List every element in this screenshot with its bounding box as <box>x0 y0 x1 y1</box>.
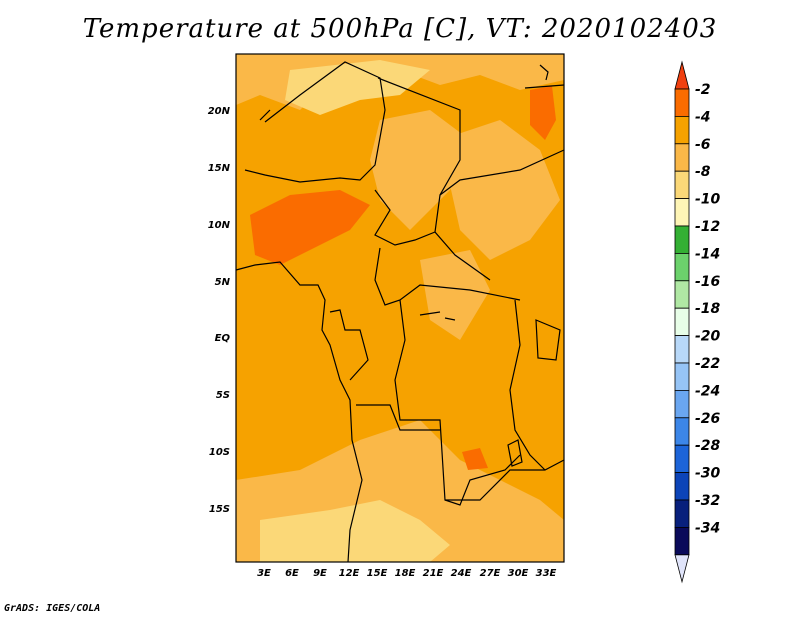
colorbar-label: -26 <box>695 411 721 427</box>
colorbar-box <box>674 389 690 419</box>
lon-label: 33E <box>536 568 557 579</box>
lon-label: 3E <box>257 568 271 579</box>
colorbar-box <box>674 444 690 474</box>
lon-label: 15E <box>367 568 388 579</box>
colorbar-box <box>674 499 690 528</box>
colorbar-label: -28 <box>695 438 721 454</box>
warm-patch-nigeria <box>250 190 370 265</box>
longitude-axis: 3E 6E 9E 12E 15E 18E 21E 24E 27E 30E 33E <box>257 568 556 579</box>
lon-label: 9E <box>313 568 327 579</box>
colorbar-label: -32 <box>695 493 720 509</box>
colorbar-box <box>674 170 690 199</box>
colorbar-label: -12 <box>695 219 720 235</box>
colorbar-label: -10 <box>695 192 721 208</box>
colorbar-label: -14 <box>695 246 720 262</box>
colorbar-box <box>674 225 690 254</box>
colorbar-label: -34 <box>695 520 720 536</box>
lon-label: 27E <box>480 568 501 579</box>
lat-label: 20N <box>208 106 231 117</box>
colorbar-box <box>674 88 690 117</box>
colorbar-label: -4 <box>695 109 711 125</box>
lat-label: EQ <box>215 333 231 344</box>
lat-label: 10N <box>208 220 231 231</box>
colorbar: -2 -4 -6 -8 -10 -12 -14 -16 -18 -20 -22 -24 -26 -28 -3… <box>674 60 721 584</box>
country-borders <box>235 61 565 563</box>
temp-band-east <box>440 120 560 260</box>
temp-band-cool-north <box>285 60 430 115</box>
colorbar-box <box>674 335 690 364</box>
colorbar-label: -18 <box>695 301 721 317</box>
colorbar-bottom-arrow <box>674 554 690 584</box>
colorbar-label: -16 <box>695 274 721 290</box>
colorbar-box <box>674 143 690 172</box>
colorbar-box <box>674 362 690 391</box>
colorbar-label: -24 <box>695 383 720 399</box>
lat-label: 10S <box>209 447 230 458</box>
colorbar-box <box>674 527 690 556</box>
colorbar-label: -30 <box>695 466 721 482</box>
colorbar-box <box>674 307 690 337</box>
map-plot <box>235 53 565 563</box>
lon-label: 24E <box>451 568 472 579</box>
colorbar-label: -6 <box>695 137 711 153</box>
map-frame <box>235 53 565 563</box>
colorbar-box <box>674 472 690 501</box>
map-title: Temperature at 500hPa [C], VT: 202010240… <box>82 14 718 44</box>
colorbar-label: -2 <box>695 82 711 98</box>
colorbar-top-arrow <box>674 60 690 90</box>
lon-label: 21E <box>423 568 444 579</box>
lon-label: 30E <box>508 568 529 579</box>
lat-label: 5N <box>215 277 231 288</box>
lat-label: 15S <box>209 504 230 515</box>
lon-label: 6E <box>285 568 299 579</box>
colorbar-box <box>674 252 690 282</box>
warm-patch-south <box>462 448 488 470</box>
colorbar-label: -20 <box>695 329 721 345</box>
latitude-axis: 20N 15N 10N 5N EQ 5S 10S 15S <box>208 106 231 515</box>
temp-band-congo <box>420 250 490 340</box>
lat-label: 15N <box>208 163 231 174</box>
lon-label: 18E <box>395 568 416 579</box>
colorbar-label: -22 <box>695 356 720 372</box>
colorbar-box <box>674 280 690 309</box>
colorbar-label: -8 <box>695 164 711 180</box>
lon-label: 12E <box>339 568 360 579</box>
colorbar-box <box>674 417 690 446</box>
temp-band-cool-south <box>260 500 450 562</box>
warm-patch-red-sea <box>530 86 556 140</box>
colorbar-box <box>674 198 690 227</box>
colorbar-box <box>674 116 690 145</box>
lat-label: 5S <box>216 390 230 401</box>
grads-credit: GrADS: IGES/COLA <box>4 603 101 614</box>
